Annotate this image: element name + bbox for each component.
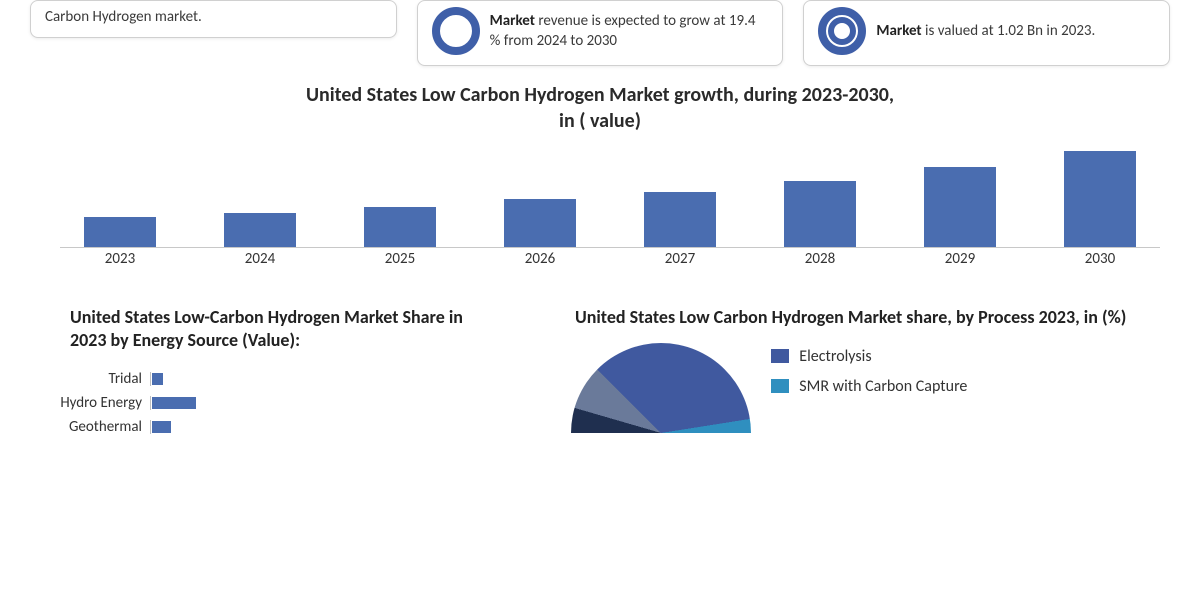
bar-col xyxy=(350,207,450,247)
hbar-row: Hydro Energy xyxy=(40,391,521,415)
bar-chart-title: United States Low Carbon Hydrogen Market… xyxy=(0,82,1200,134)
card3-body: Market is valued at 1.02 Bn in 2023. xyxy=(876,21,1095,41)
bar xyxy=(364,207,436,247)
card3-text: is valued at 1.02 Bn in 2023. xyxy=(922,22,1096,40)
bar-x-label: 2023 xyxy=(70,250,170,268)
legend-item: Electrolysis xyxy=(771,347,967,366)
pie-legend: Electrolysis SMR with Carbon Capture xyxy=(771,343,967,395)
bar-x-label: 2025 xyxy=(350,250,450,268)
hbar-track xyxy=(150,396,521,410)
legend-swatch xyxy=(771,379,789,393)
hbar-label: Geothermal xyxy=(40,418,150,436)
bar-x-label: 2027 xyxy=(630,250,730,268)
bar xyxy=(84,217,156,247)
bar-x-labels: 2023 2024 2025 2026 2027 2028 2029 2030 xyxy=(60,250,1160,268)
card-valuation: Market is valued at 1.02 Bn in 2023. xyxy=(803,0,1170,66)
bar-x-label: 2030 xyxy=(1050,250,1150,268)
hbar-label: Tridal xyxy=(40,370,150,388)
legend-swatch xyxy=(771,349,789,363)
hbar-title: United States Low-Carbon Hydrogen Market… xyxy=(30,306,521,353)
bar-col xyxy=(210,213,310,247)
bar-col xyxy=(1050,151,1150,247)
pie-disc xyxy=(571,343,751,433)
bar xyxy=(224,213,296,247)
legend-label: SMR with Carbon Capture xyxy=(799,377,967,396)
card-market-name: Carbon Hydrogen market. xyxy=(30,0,397,38)
card-growth: Market revenue is expected to grow at 19… xyxy=(417,0,784,66)
hbar-row: Geothermal xyxy=(40,415,521,439)
bar-chart: 2023 2024 2025 2026 2027 2028 2029 2030 xyxy=(60,138,1160,288)
legend-item: SMR with Carbon Capture xyxy=(771,377,967,396)
hbar-row: Tridal xyxy=(40,367,521,391)
hbar xyxy=(152,373,163,385)
card2-body: Market revenue is expected to grow at 19… xyxy=(490,11,769,52)
bar-x-label: 2024 xyxy=(210,250,310,268)
lower-row: United States Low-Carbon Hydrogen Market… xyxy=(0,306,1200,439)
bar xyxy=(924,167,996,247)
bar-title-l2: in ( value) xyxy=(559,109,641,133)
pie-panel: United States Low Carbon Hydrogen Market… xyxy=(531,306,1170,439)
bar-col xyxy=(770,181,870,247)
bar-x-label: 2028 xyxy=(770,250,870,268)
hbar xyxy=(152,397,196,409)
card2-bold: Market xyxy=(490,12,535,30)
card1-text: Carbon Hydrogen market. xyxy=(45,7,202,27)
bar xyxy=(504,199,576,247)
bar xyxy=(644,192,716,247)
hbar-label: Hydro Energy xyxy=(40,394,150,412)
bar-title-l1: United States Low Carbon Hydrogen Market… xyxy=(306,83,894,107)
hbar-track xyxy=(150,420,521,434)
hbar-chart: Tridal Hydro Energy Geothermal xyxy=(30,367,521,439)
ring-icon xyxy=(432,7,480,55)
double-ring-icon xyxy=(818,7,866,55)
top-cards-row: Carbon Hydrogen market. Market revenue i… xyxy=(0,0,1200,76)
bar-col xyxy=(630,192,730,247)
hbar-panel: United States Low-Carbon Hydrogen Market… xyxy=(30,306,521,439)
hbar-track xyxy=(150,372,521,386)
bar-col xyxy=(490,199,590,247)
hbar xyxy=(152,421,171,433)
card3-bold: Market xyxy=(876,22,921,40)
bar xyxy=(1064,151,1136,247)
bar-col xyxy=(70,217,170,247)
pie-wrap: Electrolysis SMR with Carbon Capture xyxy=(531,343,1170,433)
pie-title: United States Low Carbon Hydrogen Market… xyxy=(531,306,1170,329)
bar-col xyxy=(910,167,1010,247)
legend-label: Electrolysis xyxy=(799,347,871,366)
bar-x-label: 2026 xyxy=(490,250,590,268)
bar-area xyxy=(60,138,1160,248)
bar-x-label: 2029 xyxy=(910,250,1010,268)
pie-chart xyxy=(571,343,751,433)
bar xyxy=(784,181,856,247)
